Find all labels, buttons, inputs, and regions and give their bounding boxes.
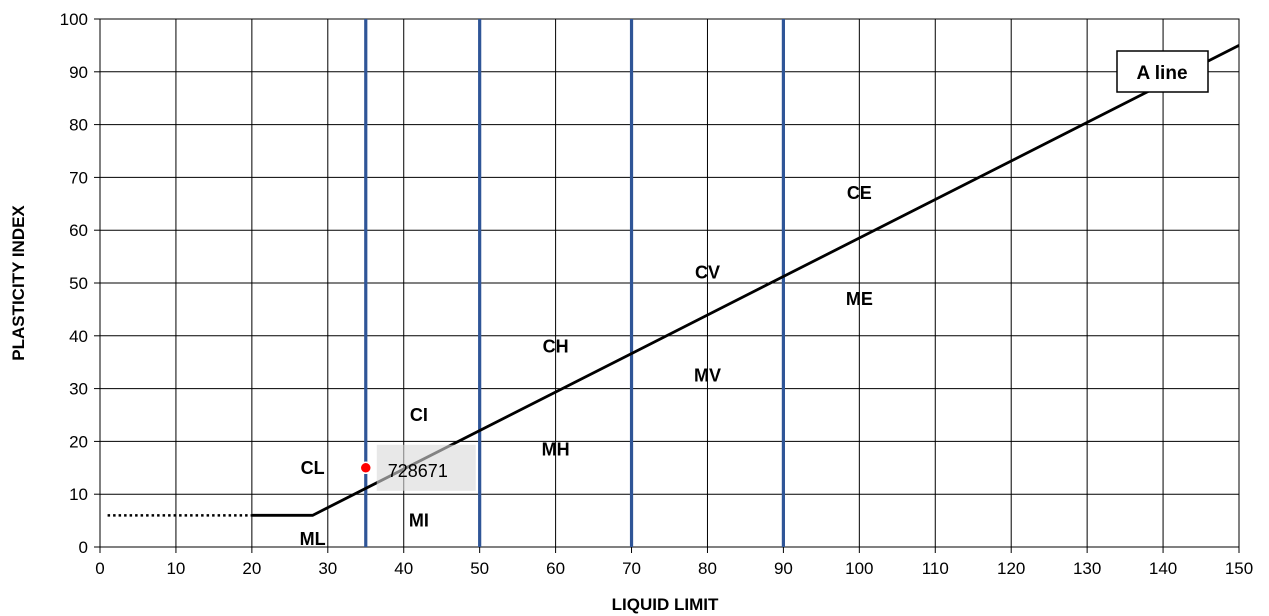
x-tick-label: 0 [95,559,104,578]
y-tick-label: 0 [79,538,88,557]
zone-label-mv: MV [694,365,721,385]
zone-label-mi: MI [409,511,429,531]
x-tick-label: 120 [997,559,1025,578]
y-tick-label: 40 [69,327,88,346]
zone-label-ce: CE [847,183,872,203]
zone-label-mh: MH [542,439,570,459]
zone-label-ml: ML [300,529,326,549]
y-tick-label: 90 [69,63,88,82]
y-tick-label: 60 [69,221,88,240]
x-axis-title: LIQUID LIMIT [612,595,719,614]
y-tick-label: 100 [60,10,88,29]
grid [94,18,1240,553]
y-tick-label: 10 [69,485,88,504]
x-tick-label: 110 [922,559,949,578]
y-axis-title: PLASTICITY INDEX [9,205,28,361]
x-tick-label: 10 [166,559,185,578]
x-tick-label: 50 [470,559,489,578]
x-tick-label: 100 [845,559,873,578]
zone-label-ci: CI [410,405,428,425]
x-tick-label: 90 [774,559,793,578]
zone-boundaries [364,19,786,547]
plot-frame [99,18,1240,548]
x-tick-label: 80 [698,559,717,578]
zone-label-me: ME [846,289,873,309]
x-tick-label: 40 [394,559,413,578]
x-tick-label: 70 [622,559,641,578]
x-tick-label: 140 [1149,559,1177,578]
x-tick-label: 20 [242,559,261,578]
a-line-legend-box [1116,50,1209,93]
tick-labels: 0 10 20 30 40 50 60 70 80 90 100 110 120 130 140 150 0 10… [60,10,1254,578]
zone-label-cv: CV [695,262,720,282]
zone-label-ch: CH [543,336,569,356]
x-tick-label: 30 [318,559,337,578]
a-line-legend-label: A line [1136,63,1187,84]
a-line [251,44,1240,517]
x-tick-label: 150 [1225,559,1253,578]
a-line-series [107,44,1240,517]
zone-labels: CL ML CI MI CH MH CV MV CE ME [300,183,873,549]
zone-label-cl: CL [301,458,325,478]
a-line-legend: A line [1116,50,1209,93]
y-tick-label: 20 [69,432,88,451]
x-tick-label: 130 [1073,559,1101,578]
x-tick-label: 60 [546,559,565,578]
samples: 728671 [359,444,476,491]
y-tick-label: 50 [69,274,88,293]
sample-label-box [376,444,476,491]
y-tick-label: 70 [69,168,88,187]
y-tick-label: 30 [69,380,88,399]
sample-label: 728671 [388,461,448,481]
y-tick-label: 80 [69,116,88,135]
sample-point [359,461,373,475]
